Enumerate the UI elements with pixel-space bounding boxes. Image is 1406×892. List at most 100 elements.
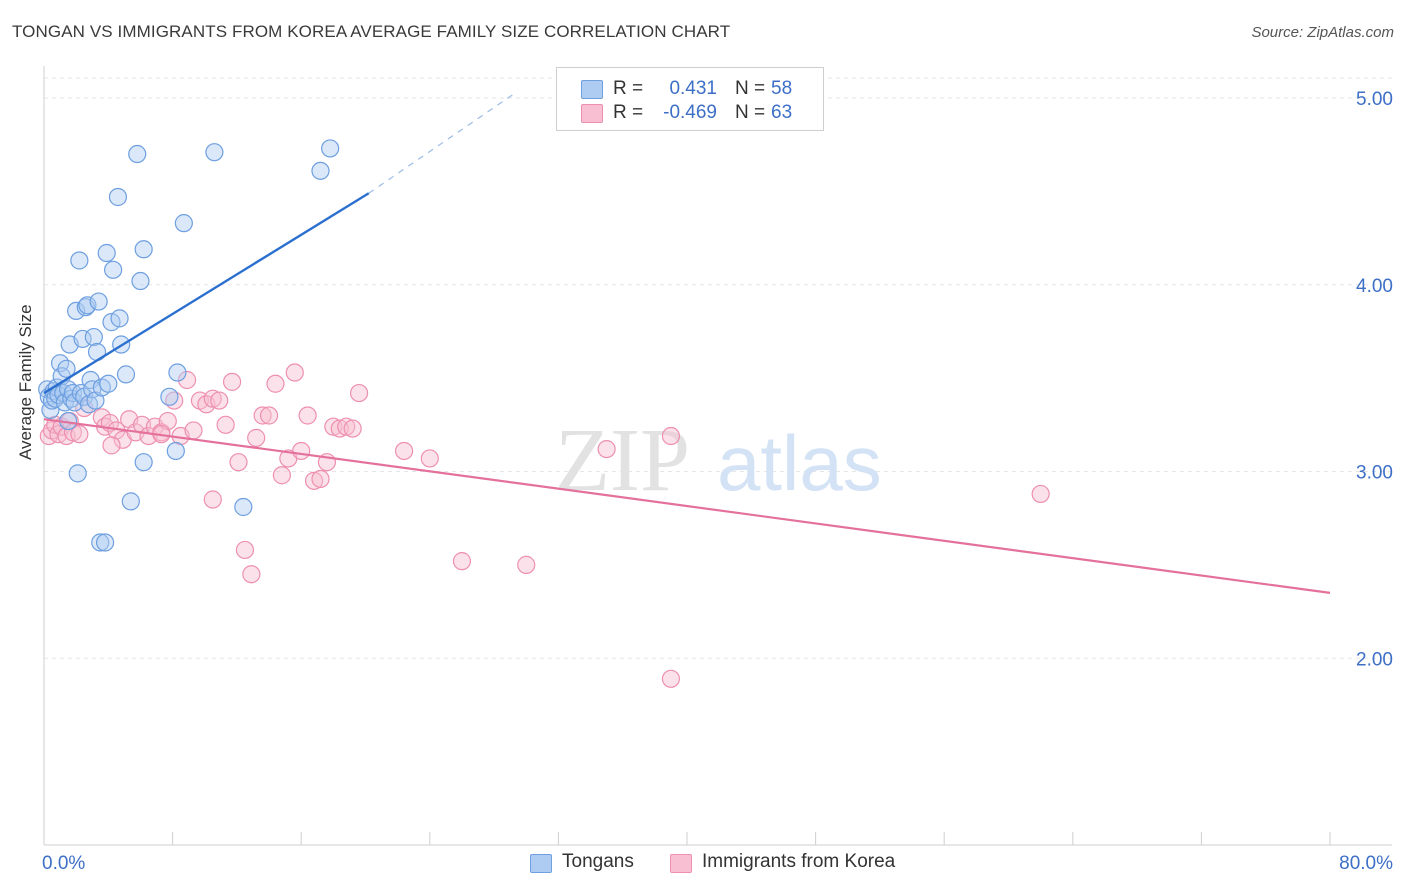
bottom-legend-label-korea: Immigrants from Korea [702, 851, 896, 872]
korea-point [343, 419, 362, 438]
tongan-point [91, 533, 110, 552]
legend-r-value: 0.431 [669, 78, 717, 99]
korea-point [259, 406, 279, 425]
tongan-point [97, 243, 116, 263]
tongan-point [174, 214, 193, 233]
tongan-trend-extension [368, 93, 514, 194]
korea-point [1031, 484, 1050, 504]
trend-lines [43, 93, 1331, 594]
tongan-point [321, 139, 340, 158]
korea-point [420, 449, 439, 468]
tongan-point [116, 365, 136, 384]
korea-point [337, 417, 356, 436]
korea-point [324, 417, 343, 436]
korea-point [661, 669, 681, 688]
tongan-point [205, 143, 224, 162]
tongan-point [67, 301, 86, 321]
tongan-point [128, 144, 147, 164]
bottom-legend-swatch-korea [670, 854, 692, 873]
correlation-legend: R = 0.431 N = 58 R = -0.469 N = 63 [556, 67, 824, 131]
korea-point [285, 363, 304, 382]
tongan-point [73, 329, 92, 349]
korea-point [247, 428, 266, 447]
korea-point [452, 552, 472, 571]
tongan-trend-line [43, 192, 370, 395]
korea-point [517, 555, 536, 574]
legend-row-tongans: R = 0.431 N = 58 [557, 78, 823, 102]
tongan-point [41, 400, 60, 419]
watermark-atlas: atlas [717, 419, 882, 507]
watermark: ZIP atlas [555, 411, 882, 510]
tongan-point [311, 161, 330, 180]
legend-n-label: N = [735, 102, 766, 123]
tongan-point [160, 387, 179, 406]
tongan-point [78, 296, 97, 315]
tongan-point [65, 393, 84, 412]
legend-r-label: R = [613, 78, 644, 99]
korea-point [298, 406, 317, 425]
legend-n-value: 63 [771, 102, 793, 123]
legend-r-value: -0.469 [663, 102, 717, 123]
korea-point [216, 415, 235, 434]
korea-point [210, 391, 229, 410]
x-tick-label-max: 80.0% [1339, 853, 1393, 874]
tongan-point [84, 327, 103, 347]
korea-point [177, 370, 197, 390]
legend-swatch-korea [581, 104, 603, 123]
tongan-point [89, 292, 108, 311]
bottom-legend-swatch-tongans [530, 854, 552, 873]
korea-points [39, 363, 1050, 688]
korea-point [661, 426, 681, 446]
tongan-point [134, 453, 153, 472]
korea-point [235, 540, 255, 560]
y-axis-title: Average Family Size [16, 304, 35, 460]
legend-r-label: R = [613, 102, 644, 123]
tick-labels: 2.00 3.00 4.00 5.00 0.0% 80.0% [42, 89, 1393, 874]
tongan-point [108, 187, 128, 207]
korea-point [349, 383, 369, 403]
korea-point [272, 466, 292, 485]
korea-point [242, 565, 261, 584]
tongan-point [99, 374, 118, 393]
axes [43, 66, 1392, 846]
bottom-legend-label-tongans: Tongans [562, 851, 634, 872]
source-label: Source: ZipAtlas.com [1251, 24, 1394, 41]
korea-point [203, 389, 222, 408]
korea-point [311, 469, 330, 489]
watermark-zip: ZIP [555, 411, 690, 510]
korea-point [184, 421, 203, 440]
tongan-point [134, 240, 153, 259]
y-tick-label: 2.00 [1356, 649, 1393, 670]
tongan-point [68, 464, 87, 483]
x-tick-label-min: 0.0% [42, 853, 85, 874]
korea-point [203, 490, 222, 509]
tongan-point [95, 533, 115, 552]
korea-point [253, 406, 272, 425]
y-tick-label: 5.00 [1356, 89, 1393, 110]
tongan-point [131, 271, 150, 291]
korea-point [292, 441, 311, 461]
tongan-point [168, 363, 187, 382]
tongan-point [234, 497, 253, 517]
legend-n-value: 58 [771, 78, 793, 99]
tongan-point [121, 492, 140, 511]
korea-point [222, 372, 242, 391]
korea-point [394, 441, 414, 461]
legend-swatch-tongans [581, 80, 603, 99]
korea-trend-line [43, 418, 1331, 594]
korea-point [597, 439, 616, 459]
tongan-point [166, 441, 185, 461]
tongan-point [104, 260, 123, 279]
tongan-point [57, 359, 76, 378]
y-tick-label: 4.00 [1356, 276, 1393, 297]
korea-point [266, 374, 285, 393]
chart-title: TONGAN VS IMMIGRANTS FROM KOREA AVERAGE … [12, 22, 731, 41]
legend-row-korea: R = -0.469 N = 63 [557, 102, 823, 126]
tongan-point [110, 309, 129, 328]
korea-point [304, 471, 324, 490]
tongan-point [70, 251, 89, 270]
tongan-points [38, 139, 340, 552]
legend-n-label: N = [735, 78, 766, 99]
korea-point [70, 425, 89, 444]
